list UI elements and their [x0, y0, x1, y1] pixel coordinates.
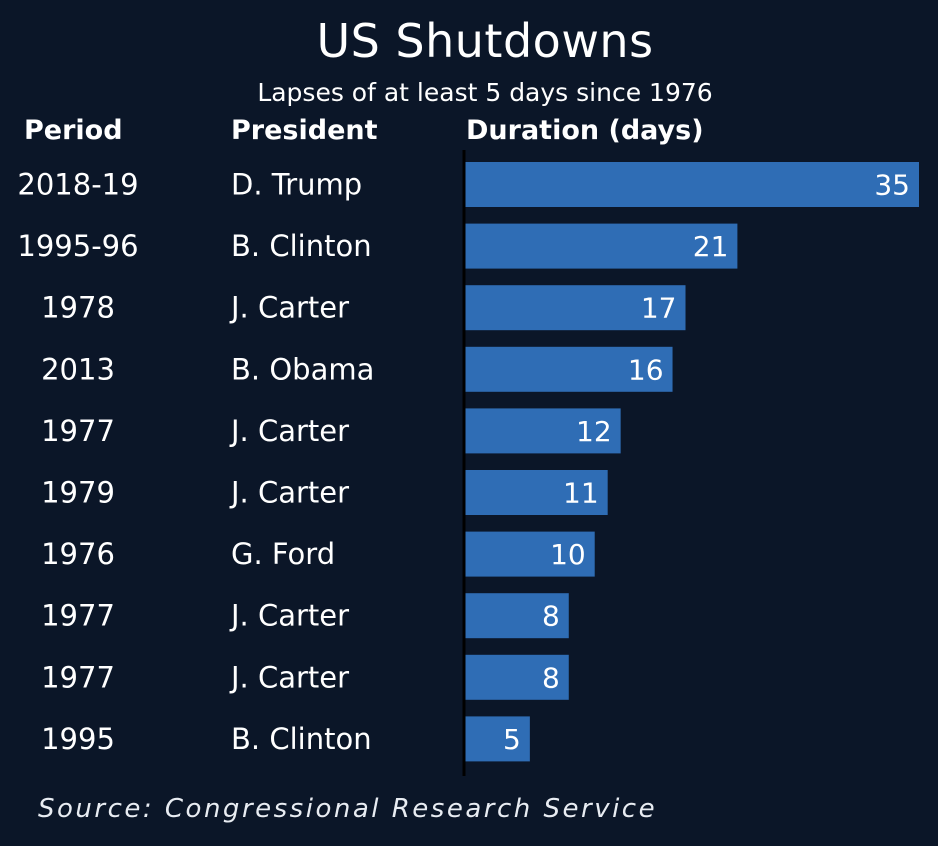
- bar-value-label: 17: [641, 292, 677, 325]
- president-label: B. Clinton: [231, 229, 372, 263]
- period-label: 1995-96: [17, 229, 138, 263]
- header-duration: Duration (days): [466, 115, 704, 146]
- bar-value-label: 16: [628, 353, 664, 386]
- duration-bar: [465, 346, 673, 392]
- bar-value-label: 5: [503, 723, 521, 756]
- bar-value-label: 10: [550, 538, 586, 571]
- president-label: J. Carter: [229, 660, 349, 694]
- duration-bar: [465, 408, 621, 454]
- period-label: 1977: [41, 660, 115, 694]
- header-period: Period: [24, 115, 123, 146]
- president-label: G. Ford: [231, 537, 335, 571]
- bar-value-label: 11: [563, 477, 599, 510]
- president-label: B. Obama: [231, 352, 374, 386]
- president-label: B. Clinton: [231, 722, 372, 756]
- period-label: 1976: [41, 537, 115, 571]
- president-label: J. Carter: [229, 599, 349, 633]
- chart-title: US Shutdowns: [316, 14, 654, 68]
- chart-subtitle: Lapses of at least 5 days since 1976: [257, 78, 713, 107]
- duration-bar: [465, 531, 595, 577]
- duration-bar: [465, 716, 530, 762]
- period-label: 1977: [41, 414, 115, 448]
- period-label: 1979: [41, 476, 115, 510]
- bar-value-label: 21: [693, 230, 729, 263]
- president-label: J. Carter: [229, 476, 349, 510]
- duration-bar: [465, 162, 919, 207]
- president-label: D. Trump: [231, 168, 362, 202]
- period-label: 2018-19: [17, 168, 138, 202]
- period-label: 1977: [41, 599, 115, 633]
- duration-bar: [465, 285, 686, 331]
- source-note: Source: Congressional Research Service: [38, 794, 658, 824]
- bar-value-label: 35: [874, 169, 910, 202]
- bar-value-label: 8: [542, 661, 560, 694]
- period-label: 2013: [41, 352, 115, 386]
- bar-value-label: 8: [542, 600, 560, 633]
- duration-bar: [465, 654, 569, 700]
- duration-bar: [465, 593, 569, 639]
- duration-bar: [465, 223, 738, 269]
- period-label: 1995: [41, 722, 115, 756]
- bar-value-label: 12: [576, 415, 612, 448]
- president-label: J. Carter: [229, 291, 349, 325]
- president-label: J. Carter: [229, 414, 349, 448]
- header-president: President: [231, 115, 378, 146]
- duration-bar: [465, 470, 608, 515]
- period-label: 1978: [41, 291, 115, 325]
